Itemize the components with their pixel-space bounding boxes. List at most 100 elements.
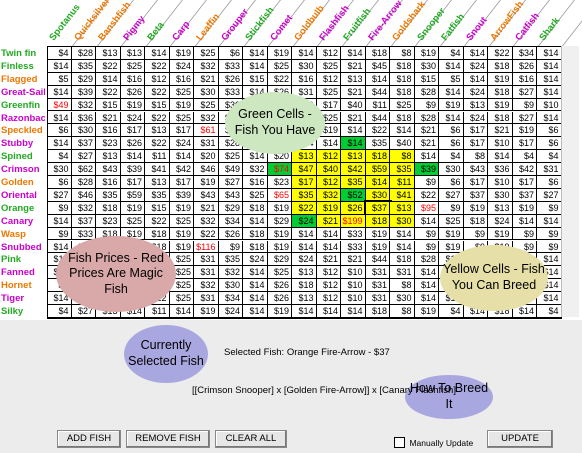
price-cell[interactable]: $9 — [512, 98, 537, 112]
price-cell[interactable]: $9 — [439, 201, 464, 215]
price-cell[interactable]: $32 — [194, 214, 219, 228]
price-cell[interactable]: $14 — [292, 305, 317, 318]
price-cell[interactable]: $14 — [537, 47, 562, 60]
price-cell[interactable]: $52 — [341, 188, 366, 202]
price-cell[interactable]: $33 — [341, 240, 366, 254]
price-cell[interactable]: $25 — [316, 85, 341, 99]
price-cell[interactable]: $14 — [463, 47, 488, 60]
price-cell[interactable]: $37 — [512, 188, 537, 202]
price-cell[interactable]: $27 — [71, 150, 96, 164]
price-cell[interactable]: $18 — [243, 201, 268, 215]
price-cell[interactable]: $30 — [71, 124, 96, 138]
price-cell[interactable]: $6 — [439, 124, 464, 138]
price-cell[interactable]: $19 — [316, 201, 341, 215]
price-cell[interactable]: $29 — [71, 72, 96, 86]
price-cell[interactable]: $31 — [194, 266, 219, 280]
price-cell[interactable]: $25 — [169, 214, 194, 228]
price-cell[interactable]: $22 — [96, 59, 121, 73]
price-cell[interactable]: $14 — [512, 214, 537, 228]
price-cell[interactable]: $13 — [488, 201, 513, 215]
price-cell[interactable]: $34 — [218, 292, 243, 305]
price-cell[interactable]: $14 — [488, 150, 513, 164]
price-cell[interactable]: $47 — [292, 163, 317, 176]
price-cell[interactable]: $14 — [537, 85, 562, 99]
price-cell[interactable]: $21 — [341, 253, 366, 267]
price-cell[interactable]: $18 — [365, 47, 390, 60]
price-cell[interactable]: $13 — [292, 150, 317, 164]
price-cell[interactable]: $24 — [243, 253, 268, 267]
price-cell[interactable]: $27 — [512, 85, 537, 99]
price-cell[interactable]: $28 — [414, 85, 439, 99]
manual-update-checkbox[interactable] — [394, 437, 405, 449]
price-cell[interactable]: $25 — [267, 59, 292, 73]
price-cell[interactable]: $14 — [243, 47, 268, 60]
price-cell[interactable]: $21 — [316, 253, 341, 267]
price-cell[interactable]: $17 — [292, 176, 317, 189]
price-cell[interactable]: $29 — [218, 201, 243, 215]
price-cell[interactable]: $16 — [96, 176, 121, 189]
price-cell[interactable]: $6 — [537, 124, 562, 138]
price-cell[interactable]: $25 — [169, 279, 194, 293]
price-cell[interactable]: $43 — [194, 188, 219, 202]
price-cell[interactable]: $26 — [120, 137, 145, 151]
price-cell[interactable]: $116 — [194, 240, 219, 254]
price-cell[interactable]: $6 — [218, 47, 243, 60]
price-cell[interactable]: $25 — [267, 266, 292, 280]
price-cell[interactable]: $35 — [71, 59, 96, 73]
price-cell[interactable]: $17 — [169, 124, 194, 138]
price-cell[interactable]: $18 — [488, 305, 513, 318]
price-cell[interactable]: $18 — [365, 150, 390, 164]
price-cell[interactable]: $21 — [194, 72, 219, 86]
price-cell[interactable]: $14 — [390, 124, 415, 138]
price-cell[interactable]: $31 — [365, 266, 390, 280]
price-cell[interactable]: $19 — [439, 227, 464, 241]
price-cell[interactable]: $19 — [194, 305, 219, 318]
price-cell[interactable]: $44 — [365, 253, 390, 267]
price-cell[interactable]: $20 — [267, 150, 292, 164]
price-cell[interactable]: $17 — [512, 137, 537, 151]
price-cell[interactable]: $49 — [47, 98, 72, 112]
price-cell[interactable]: $59 — [120, 188, 145, 202]
price-cell[interactable]: $30 — [414, 59, 439, 73]
price-cell[interactable]: $13 — [463, 98, 488, 112]
price-cell[interactable]: $19 — [169, 98, 194, 112]
price-cell[interactable]: $18 — [488, 85, 513, 99]
price-cell[interactable]: $14 — [243, 266, 268, 280]
price-cell[interactable]: $39 — [169, 188, 194, 202]
price-cell[interactable]: $19 — [488, 98, 513, 112]
price-cell[interactable]: $25 — [390, 98, 415, 112]
price-cell[interactable]: $14 — [292, 227, 317, 241]
price-cell[interactable]: $12 — [145, 72, 170, 86]
price-cell[interactable]: $14 — [512, 305, 537, 318]
price-cell[interactable]: $19 — [169, 227, 194, 241]
price-cell[interactable]: $27 — [439, 188, 464, 202]
price-cell[interactable]: $14 — [120, 150, 145, 164]
price-cell[interactable]: $23 — [96, 137, 121, 151]
price-cell[interactable]: $40 — [316, 163, 341, 176]
price-cell[interactable]: $27 — [47, 188, 72, 202]
price-cell[interactable]: $16 — [120, 72, 145, 86]
price-cell[interactable]: $19 — [194, 176, 219, 189]
price-cell[interactable]: $27 — [537, 188, 562, 202]
price-cell[interactable]: $16 — [512, 72, 537, 86]
price-cell[interactable]: $22 — [145, 137, 170, 151]
price-cell[interactable]: $22 — [365, 124, 390, 138]
price-cell[interactable]: $19 — [463, 201, 488, 215]
price-cell[interactable]: $25 — [169, 253, 194, 267]
price-cell[interactable]: $31 — [537, 163, 562, 176]
price-cell[interactable]: $45 — [365, 59, 390, 73]
price-cell[interactable]: $12 — [316, 266, 341, 280]
price-cell[interactable]: $19 — [316, 124, 341, 138]
price-cell[interactable]: $13 — [145, 124, 170, 138]
price-cell[interactable]: $37 — [71, 137, 96, 151]
price-cell[interactable]: $33 — [71, 227, 96, 241]
price-cell[interactable]: $9 — [512, 227, 537, 241]
price-cell[interactable]: $24 — [218, 305, 243, 318]
price-cell[interactable]: $46 — [194, 163, 219, 176]
price-cell[interactable]: $37 — [71, 214, 96, 228]
price-cell[interactable]: $14 — [145, 47, 170, 60]
price-cell[interactable]: $21 — [341, 85, 366, 99]
price-cell[interactable]: $4 — [47, 305, 72, 318]
price-cell[interactable]: $14 — [390, 227, 415, 241]
price-cell[interactable]: $29 — [267, 214, 292, 228]
